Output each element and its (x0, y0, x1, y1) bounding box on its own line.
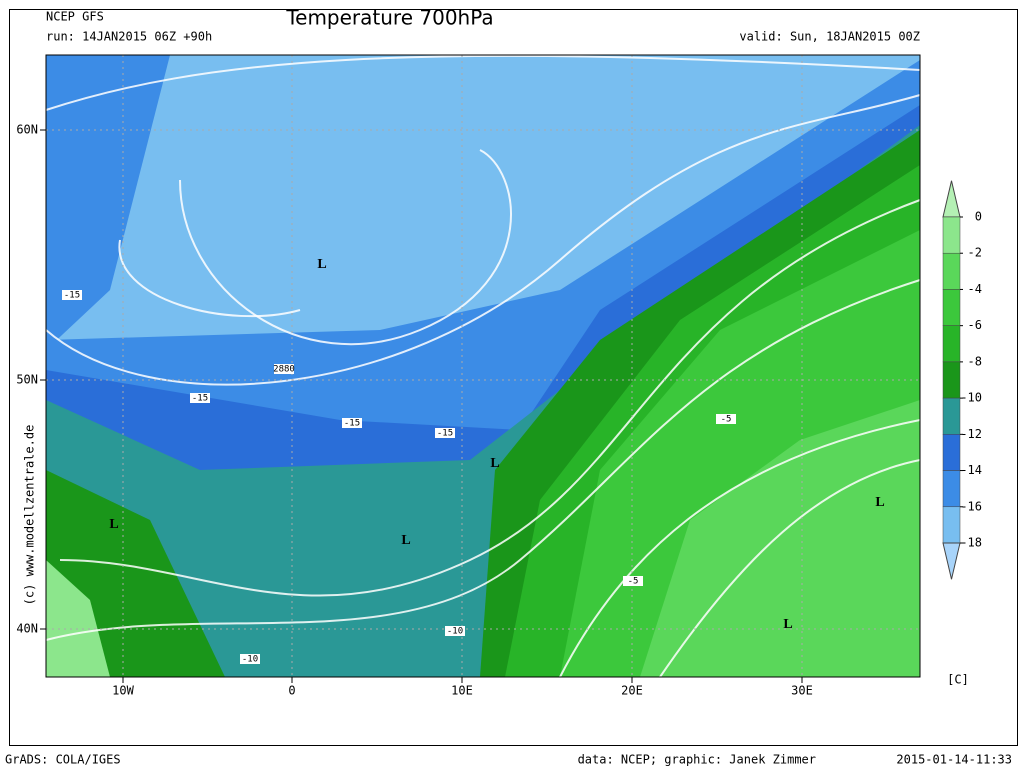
contour-label: -15 (192, 394, 208, 404)
unit: [C] (947, 673, 969, 687)
isoline (59, 199, 921, 597)
colorbar-label: -16 (960, 499, 982, 513)
colorbar-swatch (942, 470, 961, 508)
colorbar-label: -18 (960, 536, 982, 550)
label-box (445, 626, 465, 636)
low-marker: L (875, 495, 884, 510)
label-box (342, 418, 362, 428)
temperature-zone (46, 560, 110, 677)
contour-label: 2880 (273, 365, 295, 375)
low-marker: L (401, 533, 410, 548)
plot-border (45, 54, 921, 678)
colorbar-label: -14 (960, 463, 982, 477)
colorbar-label: -2 (968, 246, 982, 260)
isoline (179, 149, 512, 346)
contour-label: -15 (344, 419, 360, 429)
low-marker: L (490, 456, 499, 471)
timestamp: 2015-01-14-11:33 (896, 753, 1012, 767)
lat-label: 40N (16, 622, 38, 636)
colorbar-swatch (942, 252, 961, 290)
colorbar-label: -8 (968, 354, 982, 368)
contour-label: -15 (64, 291, 80, 301)
colorbar-label: 0 (975, 210, 982, 224)
lon-label: 10E (451, 684, 473, 698)
colorbar-swatch (942, 216, 961, 254)
contour-label: -10 (242, 655, 258, 665)
credit: data: NCEP; graphic: Janek Zimmer (578, 753, 816, 767)
model: NCEP GFS (46, 10, 104, 24)
frame (9, 9, 1018, 746)
isoline (118, 239, 301, 318)
contour-label: -15 (437, 429, 453, 439)
lat-label: 50N (16, 373, 38, 387)
isoline (45, 279, 921, 641)
label-box (240, 654, 260, 664)
valid: valid: Sun, 18JAN2015 00Z (739, 30, 920, 44)
colorbar-label: -6 (968, 318, 982, 332)
label-box (274, 364, 294, 374)
software: GrADS: COLA/IGES (5, 753, 121, 767)
contour-label: -5 (721, 415, 732, 425)
lon-label: 30E (791, 684, 813, 698)
isoline (45, 94, 921, 386)
label-box (716, 414, 736, 424)
label-box (623, 576, 643, 586)
colorbar-label: -4 (968, 282, 982, 296)
contour-label: -5 (628, 577, 639, 587)
lon-label: 10W (112, 684, 134, 698)
colorbar-label: -10 (960, 391, 982, 405)
colorbar-swatch (942, 506, 961, 544)
lon-label: 20E (621, 684, 643, 698)
title: Temperature 700hPa (285, 6, 493, 30)
colorbar-cap (942, 542, 961, 580)
label-box (190, 393, 210, 403)
lat-label: 60N (16, 123, 38, 137)
colorbar-swatch (942, 434, 961, 471)
colorbar-swatch (942, 325, 961, 363)
label-box (62, 290, 82, 300)
lon-label: 0 (288, 684, 295, 698)
colorbar-cap (942, 180, 961, 218)
isoline (559, 419, 921, 678)
copyright: (c) www.modellzentrale.de (23, 425, 37, 606)
low-marker: L (317, 257, 326, 272)
run: run: 14JAN2015 06Z +90h (46, 30, 212, 44)
colorbar-label: -12 (960, 427, 982, 441)
temperature-zone (46, 55, 170, 350)
contour-label: -10 (447, 627, 463, 637)
low-marker: L (109, 517, 118, 532)
colorbar-swatch (942, 289, 961, 326)
colorbar-swatch (942, 361, 961, 399)
map: -15 -15 -15 -15 2880 -5 -5 -10 -10 L L L L L L (45, 54, 921, 678)
low-marker: L (783, 617, 792, 632)
label-box (435, 428, 455, 438)
isoline (45, 54, 921, 111)
colorbar-swatch (942, 397, 961, 435)
isoline (659, 459, 921, 678)
